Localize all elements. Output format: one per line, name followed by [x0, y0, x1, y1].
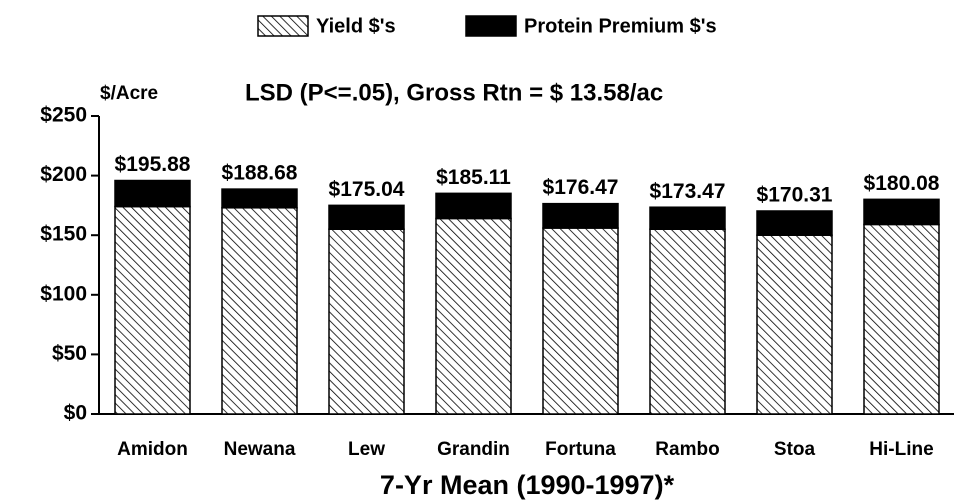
total-label: $188.68 [222, 162, 298, 185]
annotation: LSD (P<=.05), Gross Rtn = $ 13.58/ac [245, 79, 663, 106]
legend-swatch [465, 15, 517, 37]
x-tick-label: Hi-Line [869, 439, 933, 460]
legend-label: Protein Premium $'s [524, 15, 717, 37]
total-label: $176.47 [543, 176, 619, 199]
bar-segment [221, 207, 298, 415]
x-tick-label: Amidon [117, 439, 188, 460]
x-tick-label: Stoa [774, 439, 816, 460]
legend-swatch [257, 15, 309, 37]
bar-segment [756, 234, 833, 415]
bar-segment [221, 188, 298, 209]
bar-segment [542, 227, 619, 415]
y-tick-label: $50 [52, 342, 87, 365]
y-tick-label: $0 [64, 402, 87, 425]
bar-segment [863, 198, 940, 226]
bar-segment [114, 179, 191, 208]
x-tick-label: Lew [348, 439, 385, 460]
bar-segment [114, 205, 191, 415]
y-tick-label: $100 [40, 282, 87, 305]
x-tick-label: Grandin [437, 439, 510, 460]
bar-segment [756, 210, 833, 236]
total-label: $173.47 [650, 180, 726, 203]
bar-segment [435, 217, 512, 415]
bar-segment [863, 223, 940, 415]
total-label: $180.08 [864, 172, 940, 195]
x-axis-title: 7-Yr Mean (1990-1997)* [380, 470, 675, 500]
y-axis-label: $/Acre [100, 83, 158, 104]
total-label: $185.11 [436, 166, 511, 189]
y-tick-label: $150 [40, 223, 87, 246]
bar-segment [328, 228, 405, 415]
bar-segment [649, 228, 726, 415]
x-tick-label: Fortuna [545, 439, 616, 460]
total-label: $175.04 [329, 178, 405, 201]
total-label: $170.31 [757, 184, 833, 207]
x-tick-label: Rambo [655, 439, 719, 460]
bar-segment [328, 204, 405, 230]
bar-segment [649, 206, 726, 230]
x-tick-label: Newana [224, 439, 296, 460]
y-tick-label: $250 [40, 104, 87, 127]
total-label: $195.88 [115, 153, 191, 176]
bar-segment [435, 192, 512, 220]
legend-label: Yield $'s [316, 15, 396, 37]
bar-segment [542, 202, 619, 229]
y-tick-label: $200 [40, 163, 87, 186]
